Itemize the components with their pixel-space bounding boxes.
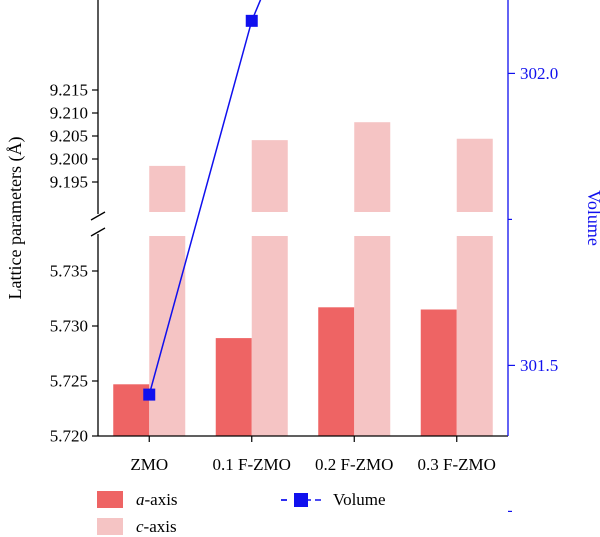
axis-break-mark-upper — [90, 211, 106, 221]
y-upper-tick-label-1: 9.200 — [50, 150, 88, 169]
y-lower-tick-label-0: 5.720 — [50, 427, 88, 446]
volume-line — [148, 0, 262, 395]
volume-point-0 — [143, 388, 156, 401]
y2-tick-label-1: 302.0 — [520, 64, 558, 83]
legend-swatch-a-axis — [97, 491, 123, 508]
legend-label-a-axis: a-axis — [136, 490, 178, 509]
x-tick-label-2: 0.2 F-ZMO — [315, 455, 393, 474]
legend-swatch-c-axis — [97, 518, 123, 535]
y-lower-tick-label-1: 5.725 — [50, 372, 88, 391]
legend-label-c-axis: c-axis — [136, 517, 177, 536]
bar-a-axis-3 — [420, 309, 457, 436]
y2-axis-title: Volume — [584, 190, 600, 246]
y-upper-tick-label-3: 9.210 — [50, 104, 88, 123]
y-upper-tick-label-4: 9.215 — [50, 81, 88, 100]
bar-a-axis-2 — [318, 307, 355, 436]
x-tick-label-3: 0.3 F-ZMO — [418, 455, 496, 474]
axis-break-gap — [92, 212, 508, 236]
bar-c-axis-3 — [456, 138, 493, 436]
x-tick-label-1: 0.1 F-ZMO — [213, 455, 291, 474]
y2-tick-label-0: 301.5 — [520, 356, 558, 375]
y-axis-title: Lattice parameters (Å) — [5, 137, 26, 300]
y-upper-tick-label-0: 9.195 — [50, 173, 88, 192]
axis-break-mark-lower — [90, 227, 106, 237]
y-upper-tick-label-2: 9.205 — [50, 127, 88, 146]
legend-marker-volume — [294, 493, 308, 507]
bar-a-axis-1 — [215, 338, 252, 436]
volume-point-1 — [245, 14, 258, 27]
legend-label-volume: Volume — [333, 490, 386, 509]
y-lower-tick-label-2: 5.730 — [50, 317, 88, 336]
bar-c-axis-2 — [354, 122, 391, 436]
y-lower-tick-label-3: 5.735 — [50, 262, 88, 281]
x-tick-label-0: ZMO — [130, 455, 168, 474]
bar-c-axis-1 — [251, 140, 288, 436]
